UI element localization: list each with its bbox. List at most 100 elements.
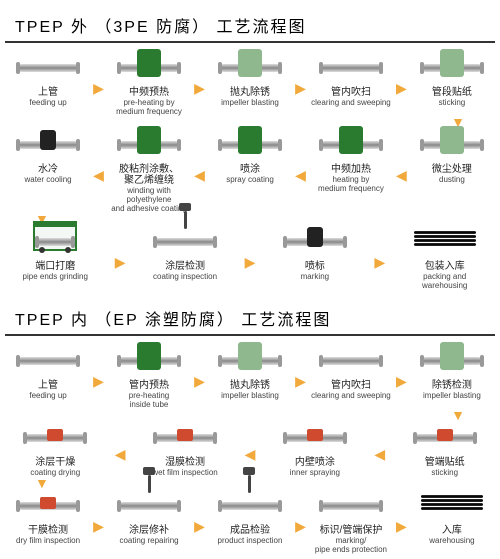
step-label-en: pipe ends grinding: [23, 272, 88, 281]
step-label-cn: 包装入库: [425, 261, 465, 272]
machine-icon: [137, 49, 161, 77]
arrow-icon: ◀: [115, 446, 126, 463]
step-label-cn: 管内吹扫: [331, 87, 371, 98]
process-row: 端口打磨pipe ends grinding ▶ 涂层检测coating inspe…: [5, 225, 495, 290]
machine-icon: [137, 342, 161, 370]
step-label-en: warehousing: [429, 536, 474, 545]
step-label-en: impeller blasting: [221, 98, 279, 107]
process-step: 涂层检测coating inspection: [144, 225, 226, 281]
process-step: 上管feeding up: [7, 51, 89, 107]
process-step: 管内吹扫clearing and sweeping: [310, 51, 392, 107]
step-label-en: impeller blasting: [221, 391, 279, 400]
arrow-icon: ◀: [295, 167, 306, 184]
arrow-icon: ▶: [194, 373, 205, 390]
pipe-graphic: [108, 128, 190, 162]
process-step: 水冷water cooling: [7, 128, 89, 184]
pipe-graphic: [7, 128, 89, 162]
pipe-graphic: [14, 225, 96, 259]
section-title: TPEP 外 （3PE 防腐） 工艺流程图: [15, 13, 495, 37]
arrow-icon: ▶: [396, 80, 407, 97]
pipe-graphic: [411, 128, 493, 162]
step-label-en: clearing and sweeping: [311, 98, 391, 107]
arrow-icon: ▶: [396, 373, 407, 390]
pipe-graphic: [108, 51, 190, 85]
arrow-icon: ▶: [245, 254, 256, 271]
step-label-en: marking/ pipe ends protection: [315, 536, 387, 554]
arrow-icon: ▶: [115, 254, 126, 271]
machine-icon: [440, 49, 464, 77]
arrow-icon: ◀: [194, 167, 205, 184]
pipe-graphic: [209, 489, 291, 523]
step-label-en: sticking: [439, 98, 466, 107]
step-label-cn: 管段贴纸: [432, 87, 472, 98]
arrow-icon: ▶: [194, 518, 205, 535]
pipe-graphic: [209, 51, 291, 85]
step-label-cn: 湿膜检测: [165, 457, 205, 468]
step-label-en: inner spraying: [290, 468, 340, 477]
machine-icon: [40, 130, 56, 150]
process-step: 中频预热pre-heating by medium frequency: [108, 51, 190, 116]
pipe-graphic: [274, 421, 356, 455]
process-step: 抛丸除锈impeller blasting: [209, 51, 291, 107]
step-label-cn: 上管: [38, 380, 58, 391]
divider: [5, 41, 495, 43]
process-step: 成品检验product inspection: [209, 489, 291, 545]
arrow-icon: ◀: [245, 446, 256, 463]
pipe-graphic: [404, 225, 486, 259]
arrow-icon: ▶: [295, 80, 306, 97]
step-label-cn: 抛丸除锈: [230, 87, 270, 98]
pipe-graphic: [411, 344, 493, 378]
step-label-cn: 中频预热: [129, 87, 169, 98]
process-step: 管端贴纸sticking: [404, 421, 486, 477]
step-label-en: wet film inspection: [152, 468, 217, 477]
pipe-graphic: [108, 489, 190, 523]
process-step: 抛丸除锈impeller blasting: [209, 344, 291, 400]
machine-icon: [238, 49, 262, 77]
step-label-cn: 喷涂: [240, 164, 260, 175]
process-step: 入库warehousing: [411, 489, 493, 545]
pipe-graphic: [7, 489, 89, 523]
arrow-icon: ▶: [194, 80, 205, 97]
step-label-en: pre-heating inside tube: [129, 391, 169, 409]
machine-icon: [238, 342, 262, 370]
step-label-cn: 涂层修补: [129, 525, 169, 536]
machine-icon: [137, 126, 161, 154]
process-step: 涂层修补coating repairing: [108, 489, 190, 545]
machine-icon: [307, 227, 323, 247]
arrow-icon: ▶: [295, 373, 306, 390]
machine-icon: [440, 126, 464, 154]
process-step: 包装入库packing and warehousing: [404, 225, 486, 290]
machine-icon: [339, 126, 363, 154]
process-step: 微尘处理dusting: [411, 128, 493, 184]
step-label-cn: 成品检验: [230, 525, 270, 536]
process-step: 标识/管端保护marking/ pipe ends protection: [310, 489, 392, 554]
pipe-graphic: [310, 344, 392, 378]
process-step: 端口打磨pipe ends grinding: [14, 225, 96, 281]
pipe-graphic: [274, 225, 356, 259]
step-label-cn: 喷标: [305, 261, 325, 272]
step-label-cn: 管内吹扫: [331, 380, 371, 391]
machine-icon: [148, 475, 151, 493]
step-label-cn: 内壁喷涂: [295, 457, 335, 468]
step-label-en: coating inspection: [153, 272, 217, 281]
process-step: 管段贴纸sticking: [411, 51, 493, 107]
step-label-en: dry film inspection: [16, 536, 80, 545]
step-label-cn: 管端贴纸: [425, 457, 465, 468]
step-label-en: marking: [301, 272, 329, 281]
divider: [5, 334, 495, 336]
pipe-graphic: [310, 51, 392, 85]
process-row: 上管feeding up▶中频预热pre-heating by medium f…: [5, 51, 495, 116]
step-label-cn: 管内预热: [129, 380, 169, 391]
process-row: 水冷water cooling◀胶粘剂涂敷、 聚乙烯缠绕winding with…: [5, 128, 495, 213]
pipe-graphic: [310, 489, 392, 523]
pipe-graphic: [14, 421, 96, 455]
pipe-graphic: [411, 489, 493, 523]
machine-icon: [437, 429, 453, 441]
process-step: 中频加热heating by medium frequency: [310, 128, 392, 193]
process-step: 内壁喷涂inner spraying: [274, 421, 356, 477]
step-label-en: pre-heating by medium frequency: [116, 98, 182, 116]
step-label-cn: 标识/管端保护: [320, 525, 383, 536]
step-label-cn: 除锈检测: [432, 380, 472, 391]
step-label-en: coating repairing: [119, 536, 178, 545]
section-title: TPEP 内 （EP 涂塑防腐） 工艺流程图: [15, 306, 495, 330]
